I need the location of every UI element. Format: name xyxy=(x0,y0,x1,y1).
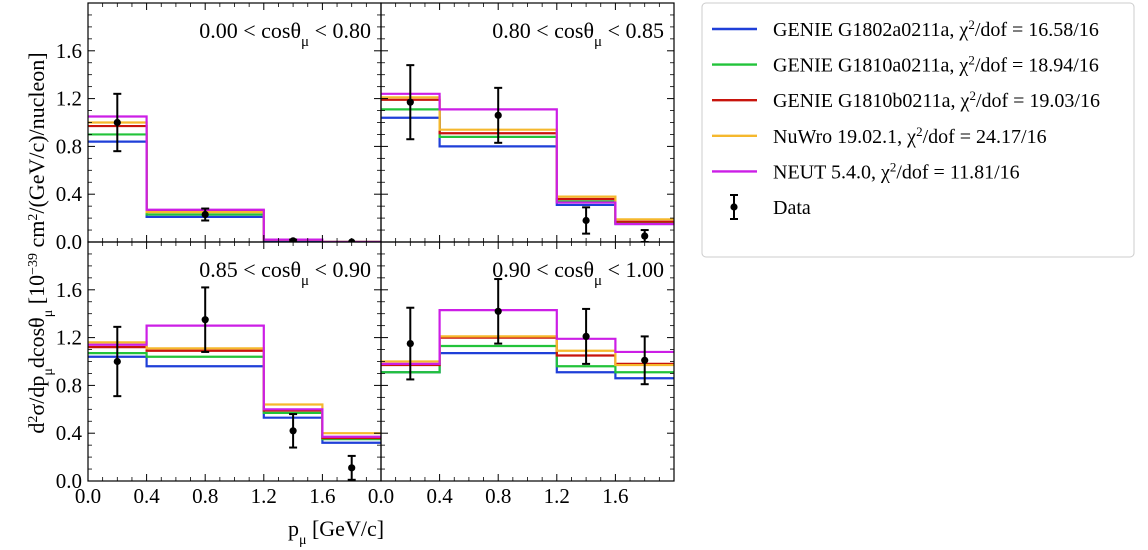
series-line-4 xyxy=(88,121,381,242)
legend-label-5: NEUT 5.4.0, χ2/dof = 11.81/16 xyxy=(773,159,1020,184)
x-tick-label: 1.2 xyxy=(544,484,570,508)
series-line-5 xyxy=(381,92,674,226)
data-point xyxy=(582,216,590,225)
data-point xyxy=(641,356,649,364)
series-line-3 xyxy=(88,124,381,242)
data-point xyxy=(348,464,356,472)
y-tick-label: 1.2 xyxy=(56,326,82,350)
legend-label-2: GENIE G1810a0211a, χ2/dof = 18.94/16 xyxy=(773,52,1099,77)
y-tick-label: 1.6 xyxy=(56,278,82,302)
data-point xyxy=(113,357,121,366)
panel-2: 0.80 < cosθμ < 0.85 xyxy=(380,2,675,243)
y-tick-label: 1.2 xyxy=(56,87,82,111)
x-axis-label: pμ [GeV/c] xyxy=(288,516,384,548)
x-tick-label: 0.4 xyxy=(426,484,453,508)
series-line-2 xyxy=(88,133,381,242)
legend-label-data: Data xyxy=(773,197,811,219)
series-line-5 xyxy=(381,309,674,365)
x-tick-label: 0.8 xyxy=(485,484,511,508)
x-tick-label: 1.6 xyxy=(602,484,628,508)
series-line-2 xyxy=(381,344,674,374)
y-tick-label: 0.8 xyxy=(56,134,82,158)
data-point xyxy=(113,118,121,127)
series-line-1 xyxy=(88,355,381,444)
x-tick-label: 1.6 xyxy=(309,484,335,508)
y-tick-label: 0.4 xyxy=(56,182,83,206)
legend-data-marker xyxy=(730,203,738,211)
data-point xyxy=(201,210,209,219)
panel-4: 0.0 0.4 0.8 1.2 1.6 0.90 < cosθμ < 1.00 xyxy=(368,241,675,508)
series-line-1 xyxy=(88,140,381,242)
x-tick-label: 0.0 xyxy=(368,484,394,508)
panel-plot-area xyxy=(381,64,674,242)
series-line-5 xyxy=(88,324,381,438)
legend-label-1: GENIE G1802a0211a, χ2/dof = 16.58/16 xyxy=(773,17,1099,42)
series-line-2 xyxy=(381,108,674,224)
series-line-4 xyxy=(381,335,674,367)
data-point xyxy=(641,232,649,240)
panel-plot-area xyxy=(88,92,381,242)
x-tick-label: 1.2 xyxy=(251,484,277,508)
data-point xyxy=(406,339,414,348)
panel-1: 0.0 0.4 0.8 1.2 1.6 0.00 < cosθμ < 0.80 xyxy=(56,2,382,254)
x-tick-label: 0.4 xyxy=(133,484,160,508)
y-tick-label: 1.6 xyxy=(56,39,82,63)
panel-3: 0.0 0.4 0.8 1.2 1.6 0.0 0.4 0.8 1.2 1.6 0.85 < cos… xyxy=(56,241,382,508)
x-tick-label: 0.0 xyxy=(75,484,101,508)
panel-cos-range-label: 0.85 < cosθμ < 0.90 xyxy=(199,257,371,289)
series-line-4 xyxy=(381,96,674,221)
y-tick-label: 0.4 xyxy=(56,421,83,445)
panel-plot-area xyxy=(88,286,381,481)
y-axis-label: d2σ/dpμdcosθμ [10−39 cm2/(GeV/c)/nucleon… xyxy=(24,52,56,433)
legend-box xyxy=(701,2,1135,258)
panel-plot-area xyxy=(381,278,674,386)
panel-cos-range-label: 0.00 < cosθμ < 0.80 xyxy=(199,18,371,50)
data-point xyxy=(201,316,209,324)
panel-cos-range-label: 0.90 < cosθμ < 1.00 xyxy=(492,257,664,289)
panel-grid: 0.0 0.4 0.8 1.2 1.6 0.00 < cosθμ < 0.80 0.80 <… xyxy=(56,2,675,508)
data-point xyxy=(289,427,297,435)
data-point xyxy=(494,111,502,119)
y-tick-label: 0.0 xyxy=(56,230,82,254)
legend: GENIE G1802a0211a, χ2/dof = 16.58/16 GENI… xyxy=(701,2,1135,258)
data-point xyxy=(494,307,502,315)
y-tick-label: 0.8 xyxy=(56,373,82,397)
series-line-3 xyxy=(88,346,381,440)
data-point xyxy=(582,332,590,341)
y-tick-label: 0.0 xyxy=(56,469,82,493)
panel-cos-range-label: 0.80 < cosθμ < 0.85 xyxy=(492,18,664,50)
data-point xyxy=(406,98,414,106)
legend-label-4: NuWro 19.02.1, χ2/dof = 24.17/16 xyxy=(773,123,1047,148)
x-tick-label: 0.8 xyxy=(192,484,218,508)
legend-label-3: GENIE G1810b0211a, χ2/dof = 19.03/16 xyxy=(773,88,1100,113)
